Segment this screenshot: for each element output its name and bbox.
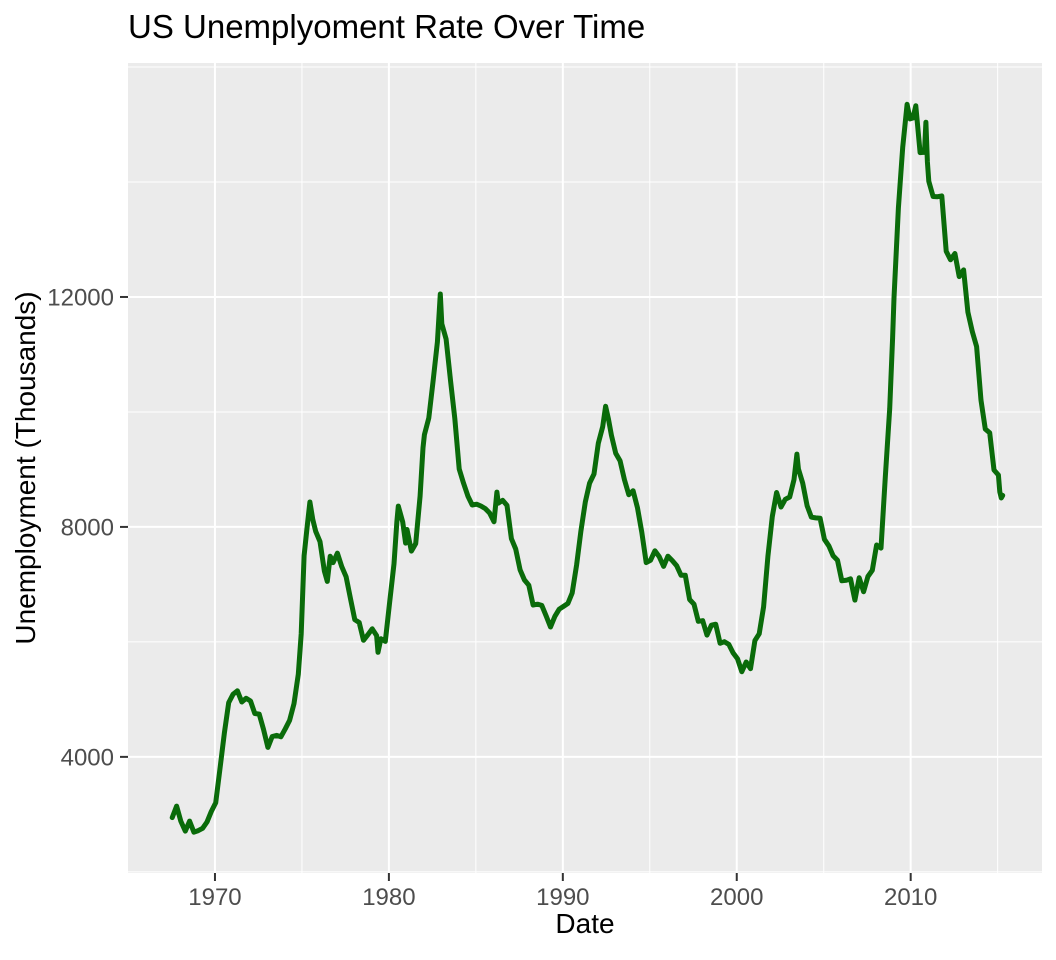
x-tick-label: 1970: [188, 884, 241, 911]
x-tick-label: 2000: [710, 884, 763, 911]
y-tick-label: 12000: [47, 284, 114, 311]
x-tick-label: 1980: [362, 884, 415, 911]
y-tick-label: 4000: [61, 744, 114, 771]
unemployment-line: [169, 101, 1006, 835]
x-axis-title: Date: [555, 908, 615, 939]
plot-panel: [128, 63, 1042, 873]
y-axis-title: Unemployment (Thousands): [10, 291, 41, 645]
y-tick-label: 8000: [61, 514, 114, 541]
x-tick-label: 1990: [536, 884, 589, 911]
plot-title: US Unemplyoment Rate Over Time: [128, 8, 646, 45]
x-tick-label: 2010: [884, 884, 937, 911]
